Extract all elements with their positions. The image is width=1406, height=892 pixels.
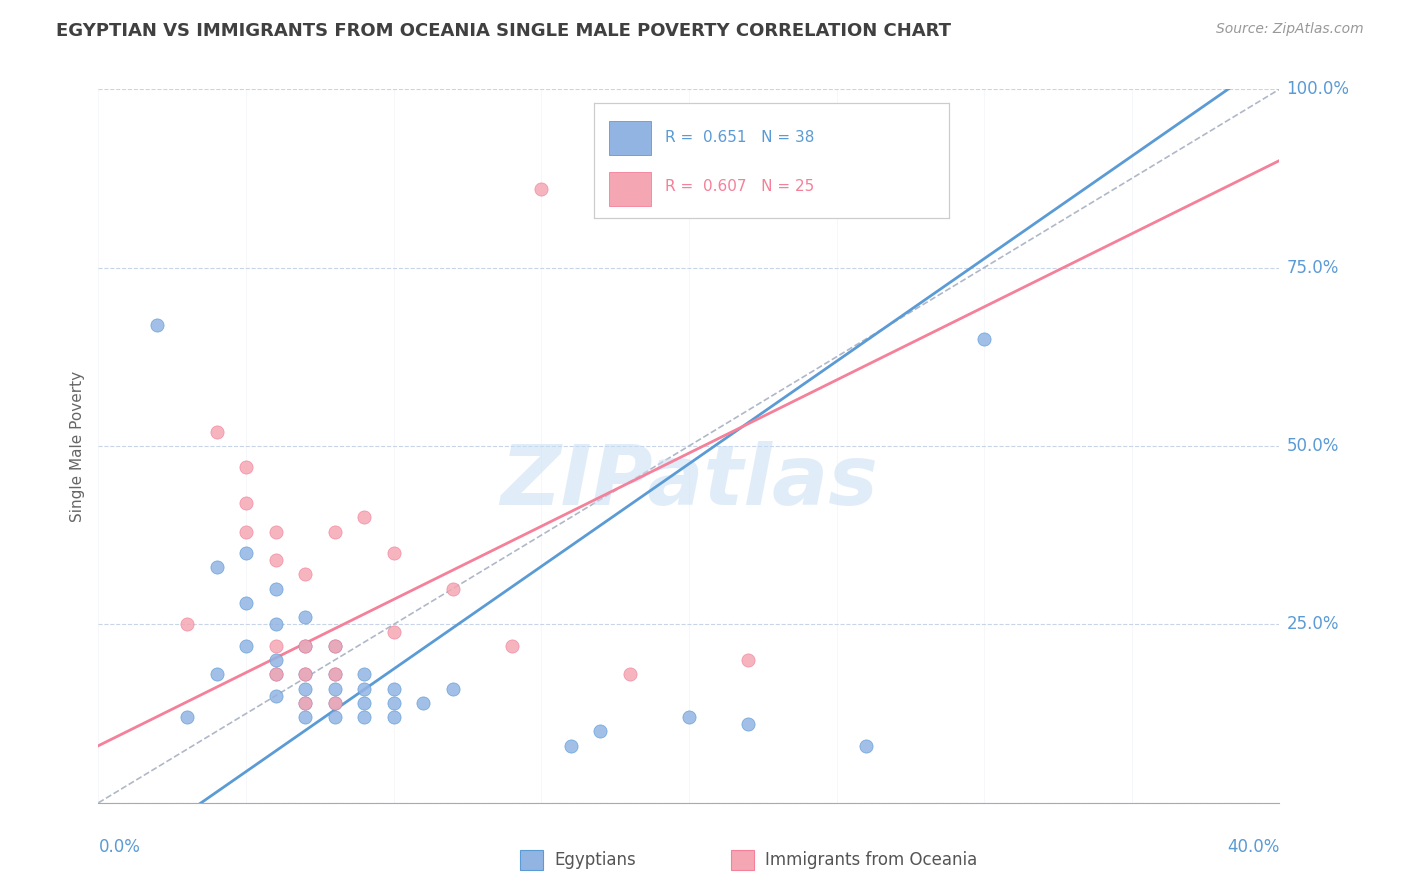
Point [264, 582, 287, 596]
Point [560, 739, 582, 753]
Point [294, 696, 316, 710]
Point [323, 639, 346, 653]
Point [235, 460, 257, 475]
Point [530, 182, 553, 196]
Point [294, 667, 316, 681]
Point [353, 667, 375, 681]
Point [973, 332, 995, 346]
Text: Source: ZipAtlas.com: Source: ZipAtlas.com [1216, 22, 1364, 37]
Point [737, 653, 759, 667]
Point [382, 681, 405, 696]
Point [323, 524, 346, 539]
Point [235, 596, 257, 610]
Text: ZIPatlas: ZIPatlas [501, 442, 877, 522]
Point [264, 617, 287, 632]
Point [294, 639, 316, 653]
Point [235, 496, 257, 510]
Point [294, 681, 316, 696]
Point [323, 667, 346, 681]
Point [501, 639, 523, 653]
Point [353, 510, 375, 524]
Point [323, 710, 346, 724]
Point [382, 546, 405, 560]
Text: Immigrants from Oceania: Immigrants from Oceania [765, 851, 977, 869]
Text: 40.0%: 40.0% [1227, 838, 1279, 856]
Text: 25.0%: 25.0% [1286, 615, 1339, 633]
Point [264, 524, 287, 539]
Point [412, 696, 434, 710]
Point [294, 710, 316, 724]
Point [589, 724, 612, 739]
Point [382, 696, 405, 710]
Point [323, 696, 346, 710]
Point [619, 667, 641, 681]
Y-axis label: Single Male Poverty: Single Male Poverty [70, 370, 86, 522]
Point [323, 667, 346, 681]
Text: 75.0%: 75.0% [1286, 259, 1339, 277]
Text: 100.0%: 100.0% [1286, 80, 1350, 98]
Point [353, 681, 375, 696]
Point [737, 717, 759, 731]
Point [441, 681, 464, 696]
Point [353, 696, 375, 710]
Point [323, 681, 346, 696]
Point [323, 639, 346, 653]
Point [294, 610, 316, 624]
Point [146, 318, 169, 332]
Point [264, 639, 287, 653]
Point [205, 425, 228, 439]
Point [678, 710, 700, 724]
Text: EGYPTIAN VS IMMIGRANTS FROM OCEANIA SINGLE MALE POVERTY CORRELATION CHART: EGYPTIAN VS IMMIGRANTS FROM OCEANIA SING… [56, 22, 952, 40]
Point [855, 739, 877, 753]
Point [264, 689, 287, 703]
Point [294, 667, 316, 681]
Point [294, 639, 316, 653]
Point [264, 667, 287, 681]
Point [382, 624, 405, 639]
Point [441, 582, 464, 596]
Point [264, 653, 287, 667]
Point [176, 710, 198, 724]
Point [235, 524, 257, 539]
Point [264, 553, 287, 567]
Point [235, 546, 257, 560]
Point [323, 696, 346, 710]
Text: 50.0%: 50.0% [1286, 437, 1339, 455]
Text: Egyptians: Egyptians [554, 851, 636, 869]
Point [353, 710, 375, 724]
Point [264, 667, 287, 681]
Point [176, 617, 198, 632]
Text: 0.0%: 0.0% [98, 838, 141, 856]
Point [205, 667, 228, 681]
Point [235, 639, 257, 653]
Point [294, 696, 316, 710]
Point [205, 560, 228, 574]
Point [294, 567, 316, 582]
Point [382, 710, 405, 724]
